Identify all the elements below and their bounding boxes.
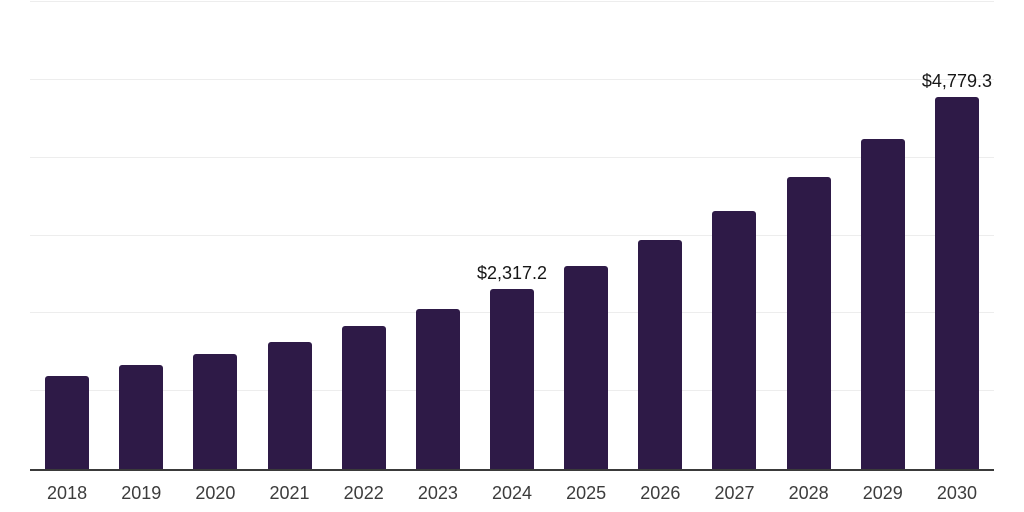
x-tick-2018: 2018 xyxy=(47,483,88,503)
bar-group-2018 xyxy=(30,2,104,469)
gridline-5000 xyxy=(30,78,994,80)
plot-area: $2,317.2 $4,779.3 xyxy=(30,1,994,469)
bar-2020[interactable] xyxy=(193,353,238,469)
bar-group-2019 xyxy=(104,2,178,469)
bar-group-2029 xyxy=(846,2,920,469)
data-label-2024: $2,317.2 xyxy=(476,262,548,283)
bar-group-2020 xyxy=(178,2,252,469)
bar-group-2025 xyxy=(549,2,623,469)
x-tick-2021: 2021 xyxy=(269,483,310,503)
x-tick-2024: 2024 xyxy=(491,483,533,503)
gridline-6000 xyxy=(30,1,994,2)
bar-series: $2,317.2 $4,779.3 xyxy=(30,2,994,469)
gridline-3000 xyxy=(30,234,994,236)
x-tick-2022: 2022 xyxy=(343,483,384,503)
x-tick-2026: 2026 xyxy=(640,483,681,503)
bar-2030[interactable] xyxy=(934,97,979,469)
bar-2021[interactable] xyxy=(267,341,312,469)
bar-group-2027 xyxy=(697,2,771,469)
bar-group-2024: $2,317.2 xyxy=(475,2,549,469)
x-tick-2023: 2023 xyxy=(417,483,458,503)
bar-group-2028 xyxy=(772,2,846,469)
bar-group-2023 xyxy=(401,2,475,469)
gridline-4000 xyxy=(30,156,994,158)
bar-group-2021 xyxy=(252,2,326,469)
x-axis-tick-labels: 2018 2019 2020 2021 2022 2023 2024 2025 2026 2027… xyxy=(30,471,994,502)
bar-2019[interactable] xyxy=(119,365,164,469)
bar-group-2030: $4,779.3 xyxy=(920,2,994,469)
x-tick-2020: 2020 xyxy=(195,483,236,503)
bar-2027[interactable] xyxy=(712,210,757,469)
bar-2024[interactable] xyxy=(490,288,535,469)
x-tick-2028: 2028 xyxy=(788,483,829,503)
x-axis-line xyxy=(30,469,994,471)
bar-2029[interactable] xyxy=(860,139,905,469)
data-label-2030: $4,779.3 xyxy=(921,71,992,92)
x-tick-2029: 2029 xyxy=(862,483,903,503)
bar-group-2026 xyxy=(623,2,697,469)
x-tick-2027: 2027 xyxy=(714,483,755,503)
bar-2018[interactable] xyxy=(45,376,90,469)
x-tick-2025: 2025 xyxy=(566,483,607,503)
bar-2023[interactable] xyxy=(415,308,460,469)
x-tick-2030: 2030 xyxy=(936,483,977,503)
bar-group-2022 xyxy=(327,2,401,469)
bar-2026[interactable] xyxy=(638,240,683,469)
x-tick-2019: 2019 xyxy=(121,483,162,503)
bar-2028[interactable] xyxy=(786,177,831,469)
bar-2025[interactable] xyxy=(564,266,609,469)
bar-2022[interactable] xyxy=(341,326,386,469)
